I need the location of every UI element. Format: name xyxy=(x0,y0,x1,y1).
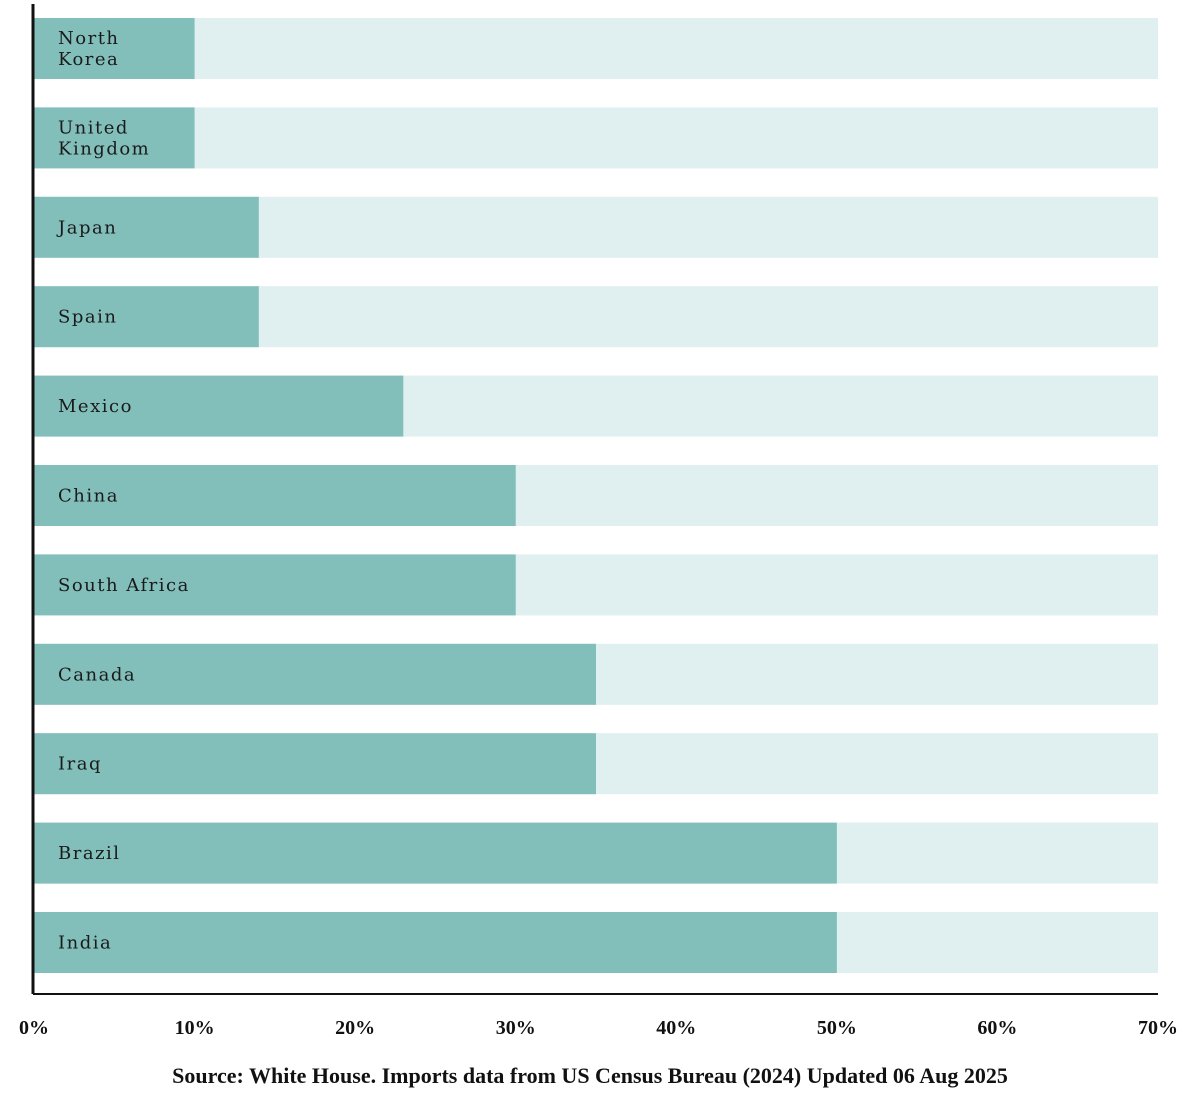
category-label-canada: Canada xyxy=(58,664,136,685)
category-label-mexico: Mexico xyxy=(58,396,133,417)
x-tick-label-50: 50% xyxy=(817,1017,857,1039)
category-label-iraq: Iraq xyxy=(58,754,102,775)
bar-india xyxy=(34,912,837,973)
category-label-china: China xyxy=(58,486,119,507)
category-labels: North Korea United Kingdom Japan Spain Mexico C… xyxy=(56,28,190,954)
x-tick-label-20: 20% xyxy=(335,1017,375,1039)
x-tick-label-40: 40% xyxy=(656,1017,696,1039)
category-label-united-kingdom: United Kingdom xyxy=(58,117,150,159)
category-label-india: India xyxy=(58,933,112,954)
bar-canada xyxy=(34,643,596,705)
category-label-spain: Spain xyxy=(58,307,117,328)
bar-spain xyxy=(34,286,259,348)
bar-iraq xyxy=(34,733,596,795)
category-label-north-korea: North Korea xyxy=(58,28,120,70)
x-tick-label-10: 10% xyxy=(175,1017,215,1039)
bar-japan xyxy=(34,196,259,258)
bars xyxy=(34,18,837,973)
x-tick-label-0: 0% xyxy=(19,1017,49,1039)
category-label-south-africa: South Africa xyxy=(58,575,190,596)
source-note: Source: White House. Imports data from U… xyxy=(172,1063,1008,1088)
x-tick-label-70: 70% xyxy=(1138,1017,1178,1039)
bar-track-united-kingdom xyxy=(34,107,1158,169)
bar-track-north-korea xyxy=(34,18,1158,79)
x-tick-label-60: 60% xyxy=(977,1017,1017,1039)
category-label-japan: Japan xyxy=(56,217,117,238)
x-tick-label-30: 30% xyxy=(496,1017,536,1039)
category-label-brazil: Brazil xyxy=(58,843,121,864)
bar-china xyxy=(34,465,516,526)
bar-south-africa xyxy=(34,554,516,616)
bar-mexico xyxy=(34,375,404,437)
bar-north-korea xyxy=(34,18,195,79)
bar-united-kingdom xyxy=(34,107,195,169)
bar-brazil xyxy=(34,822,837,884)
x-tick-labels: 0% 10% 20% 30% 40% 50% 60% 70% xyxy=(19,1017,1178,1039)
